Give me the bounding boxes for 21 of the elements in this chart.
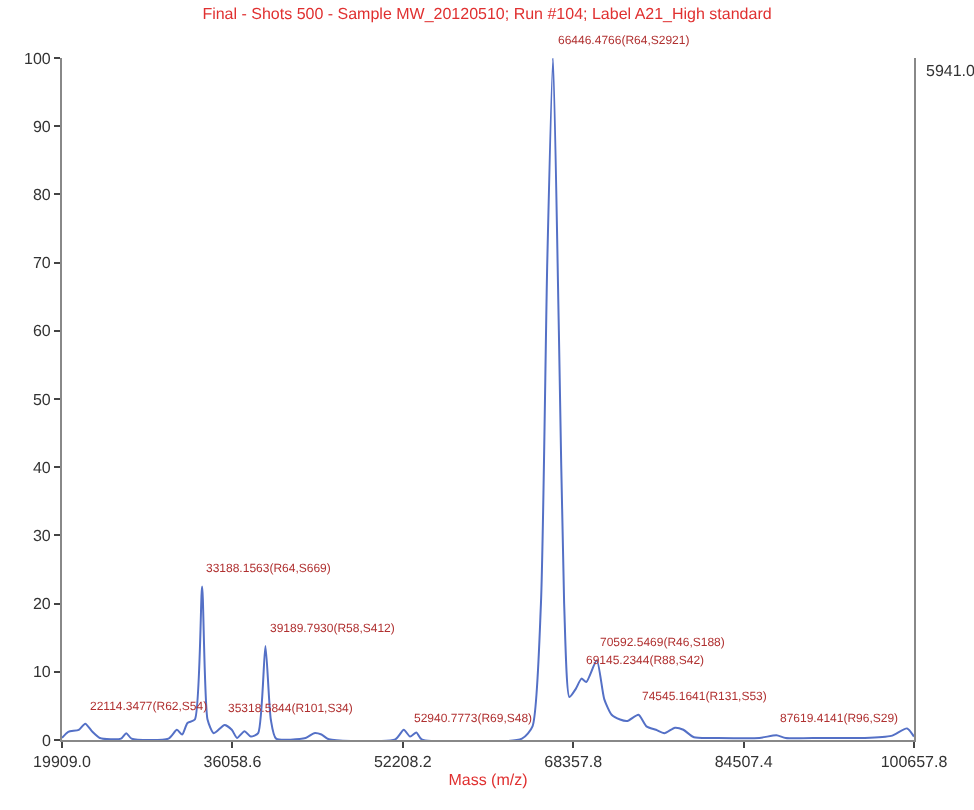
y-tick-label: 20 [32,595,52,614]
y-tick-label: 90 [32,117,52,136]
y-tick-label: 30 [32,527,52,545]
chart-title: Final - Shots 500 - Sample MW_20120510; Run #104; Label A21_High standard [202,5,772,24]
x-tick-label: 84507.4 [714,753,774,772]
x-axis-title: Mass (m/z) [448,771,529,790]
y-tick-label: 50 [32,390,52,409]
y-tick-label: 60 [32,322,52,341]
x-tick-label: 100657.8 [880,753,949,772]
x-tick-label: 19909.0 [33,753,93,772]
y-tick-label: 100 [24,49,52,68]
y-tick-label: 40 [32,458,52,477]
x-tick-label: 68357.8 [544,753,604,772]
y-tick-label: 0 [41,731,52,750]
text: 5941.0 [926,62,974,80]
x-tick-label: 52208.2 [373,753,433,772]
y-tick-label: 10 [32,663,52,682]
line-series [62,58,914,740]
y-tick-label: 70 [32,254,52,273]
x-tick-label: 36058.6 [203,753,263,772]
y-tick-label: 80 [32,186,52,204]
